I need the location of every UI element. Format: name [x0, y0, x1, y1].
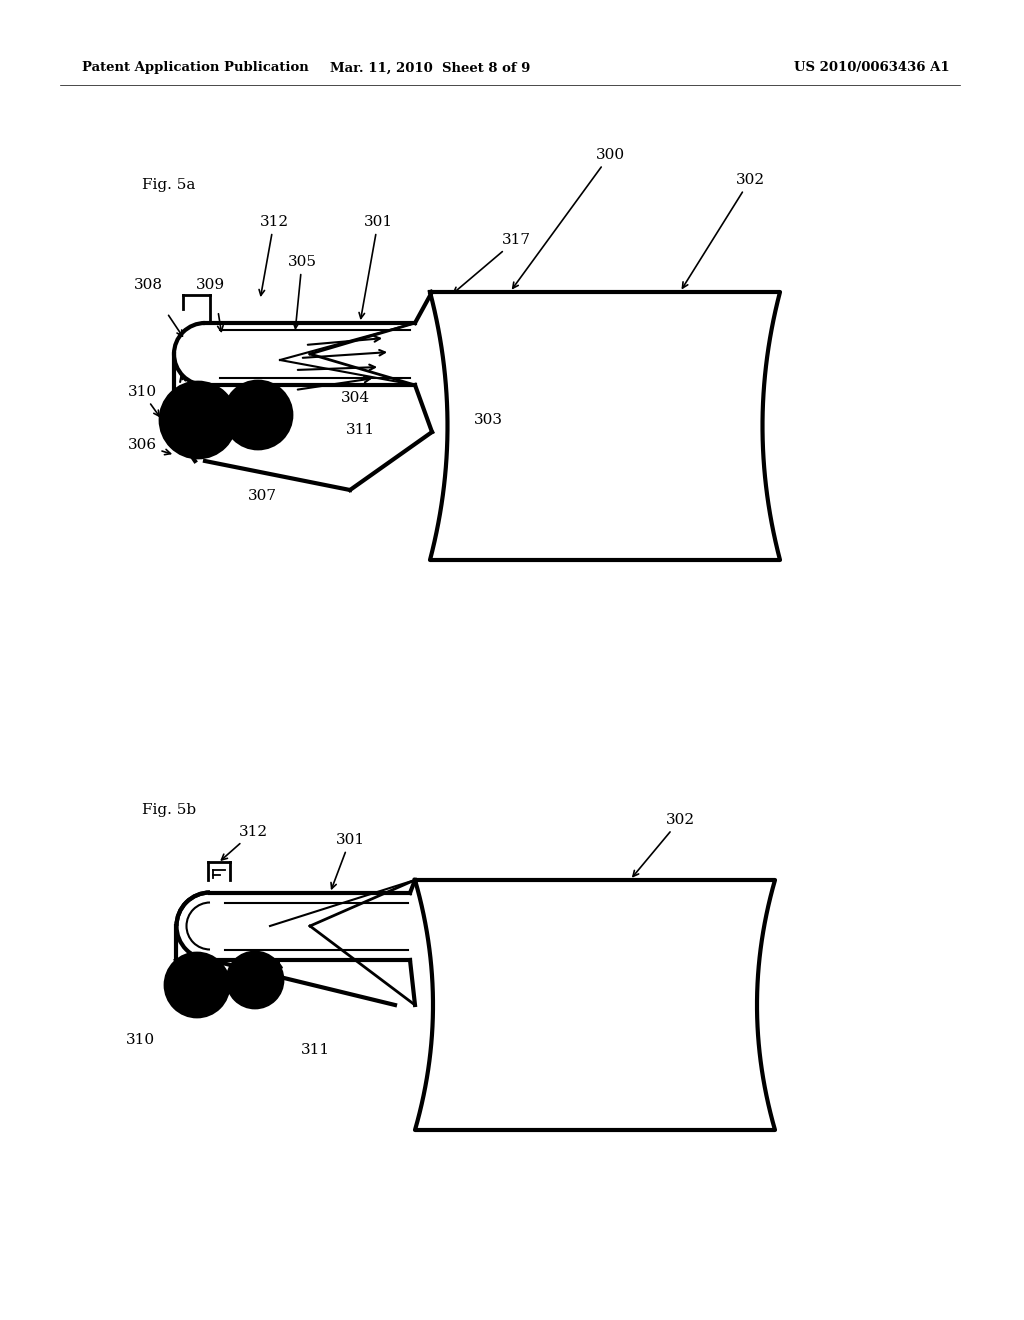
Text: 304: 304: [340, 391, 370, 405]
Text: 310: 310: [127, 385, 160, 416]
Text: 305: 305: [288, 255, 316, 329]
Text: 302: 302: [682, 173, 765, 288]
Text: 306: 306: [127, 438, 171, 454]
Text: Patent Application Publication: Patent Application Publication: [82, 62, 309, 74]
Text: 309: 309: [196, 279, 224, 292]
Circle shape: [165, 953, 229, 1016]
Circle shape: [236, 393, 280, 437]
Text: 301: 301: [331, 833, 365, 888]
Circle shape: [170, 392, 226, 447]
Text: 312: 312: [221, 825, 267, 859]
Text: 310: 310: [125, 1034, 155, 1047]
Circle shape: [224, 381, 292, 449]
Text: 317: 317: [454, 234, 530, 293]
Text: 300: 300: [513, 148, 625, 288]
Text: Mar. 11, 2010  Sheet 8 of 9: Mar. 11, 2010 Sheet 8 of 9: [330, 62, 530, 74]
Circle shape: [160, 381, 236, 458]
Text: US 2010/0063436 A1: US 2010/0063436 A1: [795, 62, 950, 74]
Text: 303: 303: [473, 413, 503, 426]
Circle shape: [237, 962, 273, 998]
Text: 307: 307: [248, 488, 276, 503]
Text: 308: 308: [133, 279, 163, 292]
Text: 311: 311: [300, 1043, 330, 1057]
Circle shape: [175, 964, 219, 1007]
Circle shape: [180, 403, 216, 438]
Text: 312: 312: [259, 215, 289, 296]
Circle shape: [185, 973, 209, 997]
Circle shape: [227, 952, 283, 1008]
Text: Fig. 5a: Fig. 5a: [142, 178, 196, 191]
Text: 301: 301: [359, 215, 392, 318]
Text: 311: 311: [345, 422, 375, 437]
Text: Fig. 5b: Fig. 5b: [142, 803, 197, 817]
Text: 302: 302: [633, 813, 694, 876]
